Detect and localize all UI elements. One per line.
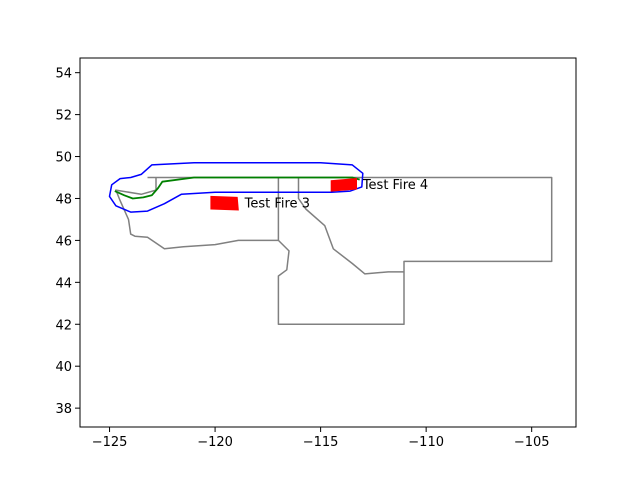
y-tick-label: 44 [55, 276, 72, 291]
x-tick-label: −125 [92, 435, 128, 450]
axes-frame [79, 57, 577, 428]
y-tick-label: 54 [55, 67, 72, 82]
state-outline-3 [297, 177, 404, 275]
fire-polygon-1 [210, 195, 239, 211]
x-tick-label: −110 [408, 435, 444, 450]
y-tick-label: 48 [55, 192, 72, 207]
fire-label-2: Test Fire 4 [362, 178, 428, 193]
axes: −125 −120 −115 −110 −105 38 40 42 44 46 48 50 52 54 [55, 57, 577, 450]
x-tick-label: −105 [514, 435, 550, 450]
y-tick-label: 38 [55, 402, 72, 417]
fire-polygon-2 [330, 178, 357, 192]
y-tick-label: 52 [55, 109, 72, 124]
map-layers [108, 162, 553, 326]
buffer-outline [108, 162, 364, 213]
x-tick-label: −115 [303, 435, 339, 450]
fire-label-1: Test Fire 3 [244, 197, 310, 212]
border-line [114, 176, 360, 200]
plot-area: Test Fire 3 Test Fire 4 [108, 162, 553, 326]
y-tick-label: 42 [55, 318, 72, 333]
x-tick-label: −120 [197, 435, 233, 450]
y-tick-label: 46 [55, 234, 72, 249]
y-tick-label: 40 [55, 360, 72, 375]
y-tick-label: 50 [55, 151, 72, 166]
